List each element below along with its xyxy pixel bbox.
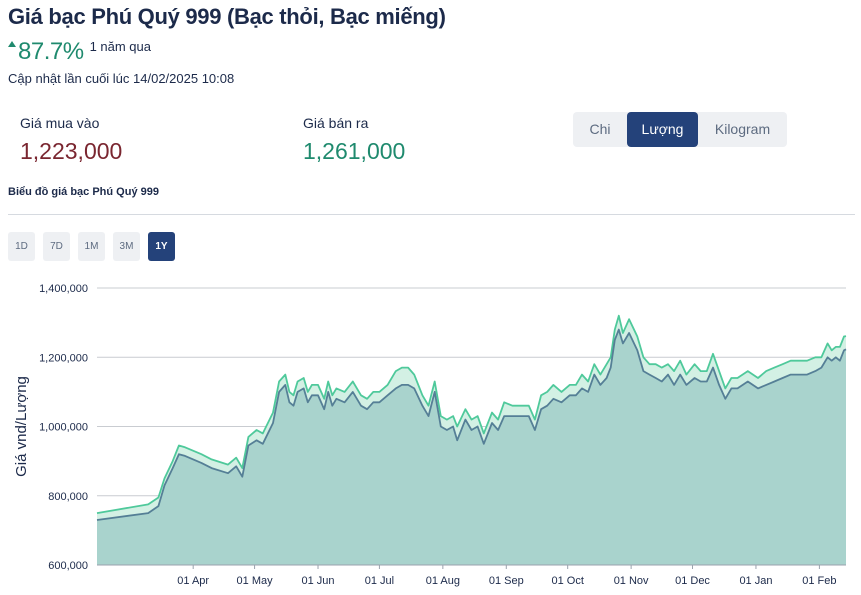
- buy-price-value: 1,223,000: [20, 138, 123, 164]
- unit-chi-button[interactable]: Chi: [589, 121, 611, 137]
- unit-toggle: Chi Lượng Kilogram: [573, 112, 787, 147]
- y-tick-label: 1,000,000: [39, 422, 88, 434]
- y-tick-label: 1,200,000: [39, 352, 88, 364]
- x-tick-label: 01 Sep: [489, 575, 524, 587]
- change-period-label: 1 năm qua: [89, 39, 151, 54]
- buy-price-label: Giá mua vào: [20, 115, 100, 131]
- y-tick-label: 600,000: [48, 560, 88, 572]
- y-tick-label: 800,000: [48, 491, 88, 503]
- sell-price-value: 1,261,000: [303, 138, 406, 164]
- x-tick-label: 01 Apr: [177, 575, 209, 587]
- unit-kilogram-button[interactable]: Kilogram: [714, 121, 771, 137]
- arrow-up-icon: [8, 41, 16, 47]
- x-tick-label: 01 Jun: [302, 575, 335, 587]
- buy-price-area: [97, 329, 846, 565]
- y-axis-label: Giá vnd/Lượng: [13, 376, 30, 477]
- x-tick-label: 01 Oct: [551, 575, 583, 587]
- change-percent: 87.7%: [18, 38, 84, 65]
- sell-price-line: [96, 314, 847, 514]
- x-tick-label: 01 May: [237, 575, 274, 587]
- page-title: Giá bạc Phú Quý 999 (Bạc thỏi, Bạc miếng…: [8, 4, 446, 29]
- x-tick-label: 01 Feb: [802, 575, 836, 587]
- range-1m-button[interactable]: 1M: [78, 232, 105, 261]
- chart-heading: Biểu đồ giá bạc Phú Quý 999: [8, 186, 159, 198]
- x-tick-label: 01 Nov: [614, 575, 649, 587]
- divider: [8, 214, 855, 215]
- x-tick-label: 01 Jan: [739, 575, 772, 587]
- x-tick-label: 01 Jul: [365, 575, 394, 587]
- range-7d-button[interactable]: 7D: [43, 232, 70, 261]
- x-tick-label: 01 Aug: [426, 575, 460, 587]
- buy-price-line: [96, 328, 847, 521]
- change-row: 87.7% 1 năm qua: [8, 38, 151, 66]
- price-chart: 600,000 800,000 1,000,000 1,200,000 1,400,00…: [13, 283, 847, 587]
- last-updated: Cập nhật lần cuối lúc 14/02/2025 10:08: [8, 71, 235, 86]
- unit-luong-button[interactable]: Lượng: [627, 112, 698, 147]
- range-1d-button[interactable]: 1D: [8, 232, 35, 261]
- range-3m-button[interactable]: 3M: [113, 232, 140, 261]
- range-tabs: 1D 7D 1M 3M 1Y: [8, 232, 175, 261]
- y-tick-label: 1,400,000: [39, 283, 88, 295]
- sell-price-label: Giá bán ra: [303, 115, 369, 131]
- x-tick-label: 01 Dec: [675, 575, 710, 587]
- range-1y-button[interactable]: 1Y: [148, 232, 175, 261]
